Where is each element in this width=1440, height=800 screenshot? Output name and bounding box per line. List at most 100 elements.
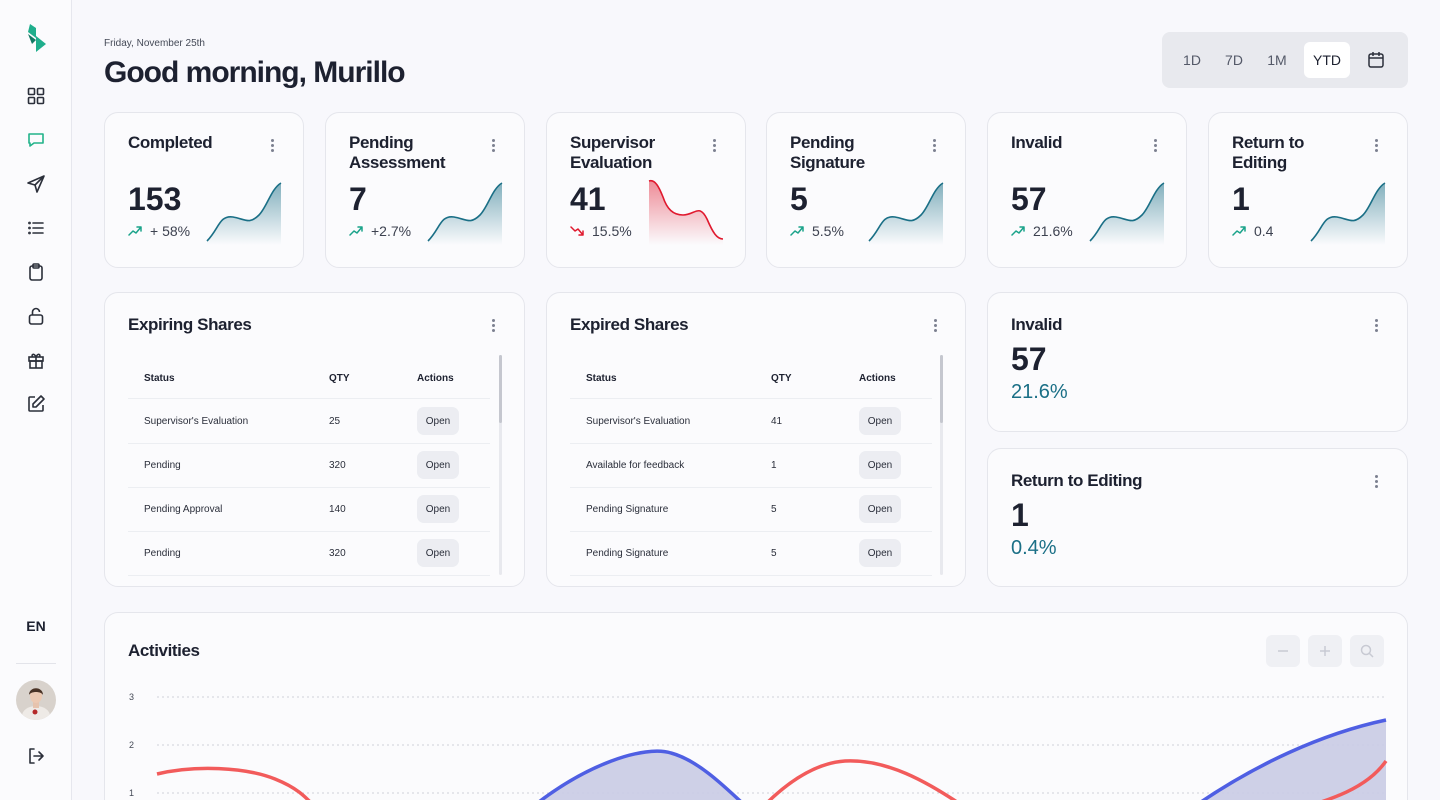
range-1d-button[interactable]: 1D: [1183, 52, 1201, 68]
nav-unlock-icon[interactable]: [25, 305, 47, 327]
column-actions: Actions: [417, 373, 454, 384]
more-options-button[interactable]: [710, 137, 718, 153]
logout-icon[interactable]: [25, 745, 47, 767]
row-qty: 320: [329, 460, 346, 471]
more-options-button[interactable]: [1372, 473, 1380, 489]
sparkline-line: [1089, 182, 1165, 242]
more-options-button[interactable]: [1151, 137, 1159, 153]
y-tick-label: 2: [129, 740, 134, 750]
card-title: Expiring Shares: [128, 315, 252, 334]
stat-card: Invalid 57 21.6%: [987, 112, 1187, 268]
sparkline-line: [206, 182, 282, 242]
open-button[interactable]: Open: [417, 451, 459, 479]
table-header: Status QTY Actions: [128, 363, 490, 399]
open-button[interactable]: Open: [417, 495, 459, 523]
row-status: Supervisor's Evaluation: [144, 416, 249, 427]
card-percentage: 21.6%: [1011, 381, 1068, 403]
calendar-button[interactable]: [1358, 42, 1394, 78]
plus-icon: [1320, 646, 1330, 656]
row-qty: 41: [771, 416, 783, 427]
sparkline-area: [649, 180, 723, 245]
series-area: [541, 720, 1386, 800]
brand-logo[interactable]: [24, 22, 48, 54]
scrollbar[interactable]: [499, 355, 502, 575]
open-button[interactable]: Open: [859, 495, 901, 523]
open-button[interactable]: Open: [859, 539, 901, 567]
card-title: Invalid: [1011, 315, 1063, 334]
stat-value: 41: [570, 181, 606, 217]
language-switch[interactable]: EN: [26, 618, 46, 634]
nav-gift-icon[interactable]: [25, 349, 47, 371]
y-tick-label: 1: [129, 788, 134, 798]
table-row: Supervisor's Evaluation 41 Open: [570, 400, 932, 444]
card-percentage: 0.4%: [1011, 537, 1057, 559]
sidebar-divider: [16, 663, 56, 664]
table-row: Pending Approval 140 Open: [128, 488, 490, 532]
stat-value: 7: [349, 181, 367, 217]
stat-title: Invalid: [1011, 133, 1063, 152]
more-options-button[interactable]: [931, 317, 939, 333]
more-options-button[interactable]: [489, 317, 497, 333]
more-options-button[interactable]: [930, 137, 938, 153]
range-1m-button[interactable]: 1M: [1267, 52, 1287, 68]
sparkline-area: [207, 183, 281, 245]
sparkline-chart: [1089, 182, 1165, 245]
stat-card: Completed 153 + 58%: [104, 112, 304, 268]
trend-up-icon: [128, 226, 142, 236]
zoom-in-button[interactable]: [1308, 635, 1342, 667]
stat-value: 5: [790, 181, 808, 217]
nav-clipboard-icon[interactable]: [25, 261, 47, 283]
row-status: Pending: [144, 548, 181, 559]
table-row: Pending 320 Open: [128, 532, 490, 576]
sparkline-chart: [206, 182, 282, 245]
open-button[interactable]: Open: [417, 539, 459, 567]
stat-trend: 15.5%: [570, 223, 632, 239]
more-options-button[interactable]: [489, 137, 497, 153]
card-title: Expired Shares: [570, 315, 689, 334]
search-button[interactable]: [1350, 635, 1384, 667]
sparkline-chart: [1310, 182, 1386, 245]
greeting-title: Good morning, Murillo: [104, 56, 406, 89]
activities-card: Activities 3 2 1: [104, 612, 1408, 800]
open-button[interactable]: Open: [859, 407, 901, 435]
nav-chat-icon[interactable]: [25, 129, 47, 151]
stat-change: +2.7%: [371, 223, 412, 239]
sparkline-area: [1090, 183, 1164, 245]
sidebar: EN: [0, 0, 72, 800]
expiring-shares-card: Expiring Shares Status QTY Actions Super…: [104, 292, 525, 587]
more-options-button[interactable]: [1372, 137, 1380, 153]
card-title: Activities: [128, 641, 200, 660]
avatar[interactable]: [16, 680, 56, 720]
zoom-out-button[interactable]: [1266, 635, 1300, 667]
minus-icon: [1278, 650, 1288, 652]
nav-edit-icon[interactable]: [25, 393, 47, 415]
range-ytd-button[interactable]: YTD: [1304, 42, 1350, 78]
sparkline-area: [1311, 183, 1385, 245]
sparkline-chart: [868, 182, 944, 245]
stat-title: Return to Editing: [1232, 133, 1304, 172]
nav-grid-icon[interactable]: [25, 85, 47, 107]
more-options-button[interactable]: [1372, 317, 1380, 333]
table-row: Available for feedback 1 Open: [570, 444, 932, 488]
more-options-button[interactable]: [268, 137, 276, 153]
row-status: Pending Signature: [586, 504, 669, 515]
open-button[interactable]: Open: [859, 451, 901, 479]
stat-change: 15.5%: [592, 223, 632, 239]
table-row: Pending Signature 5 Open: [570, 488, 932, 532]
scrollbar-thumb[interactable]: [499, 355, 502, 423]
sparkline-chart: [648, 179, 724, 245]
row-status: Pending: [144, 460, 181, 471]
scrollbar-thumb[interactable]: [940, 355, 943, 423]
scrollbar[interactable]: [940, 355, 943, 575]
sparkline-chart: [427, 182, 503, 245]
stat-title: Completed: [128, 133, 213, 152]
nav-list-icon[interactable]: [25, 217, 47, 239]
stat-change: 5.5%: [812, 223, 844, 239]
y-tick-label: 3: [129, 692, 134, 702]
range-7d-button[interactable]: 7D: [1225, 52, 1243, 68]
stat-trend: 5.5%: [790, 223, 844, 239]
open-button[interactable]: Open: [417, 407, 459, 435]
column-actions: Actions: [859, 373, 896, 384]
nav-send-icon[interactable]: [25, 173, 47, 195]
row-qty: 5: [771, 548, 777, 559]
